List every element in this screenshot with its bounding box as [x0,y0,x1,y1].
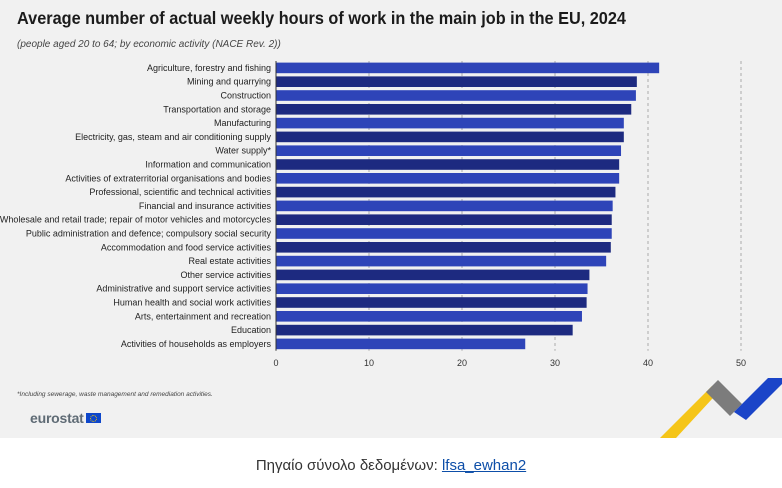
bar [276,62,660,74]
source-line: Πηγαίο σύνολο δεδομένων: lfsa_ewhan2 [0,457,782,474]
category-label: Transportation and storage [163,104,271,114]
bar [276,311,582,322]
bar [276,214,612,225]
logo-text: eurostat [30,410,84,426]
bar [276,173,620,184]
bar [276,228,612,239]
bar [276,186,616,198]
bar [276,324,573,336]
bar [276,90,636,101]
category-label: Accommodation and food service activitie… [101,242,272,252]
chart-title: Average number of actual weekly hours of… [17,8,626,28]
category-label: Arts, entertainment and recreation [135,311,271,321]
grey-chevron-shape [706,380,742,416]
x-tick-label: 20 [457,358,467,368]
bar [276,145,622,156]
category-label: Public administration and defence; compu… [26,229,272,239]
category-label: Agriculture, forestry and fishing [147,63,271,73]
bar [276,338,526,350]
bar [276,104,632,115]
bar [276,283,588,294]
category-label: Professional, scientific and technical a… [89,187,271,197]
bar [276,297,587,308]
eurostat-logo: eurostat [30,410,101,426]
category-label: Education [231,325,271,335]
category-label: Mining and quarrying [187,77,271,87]
bar [276,117,624,129]
category-label: Other service activities [180,270,271,280]
category-label: Manufacturing [214,118,271,128]
eurostat-chevron-decoration [660,378,782,438]
category-label: Water supply* [215,146,271,156]
bar [276,200,613,212]
category-label: Activities of households as employers [121,339,272,349]
category-label: Information and communication [145,160,271,170]
eu-flag-icon [85,413,101,423]
x-tick-label: 50 [736,358,746,368]
category-label: Activities of extraterritorial organisat… [65,173,271,183]
bar [276,242,611,253]
category-label: Financial and insurance activities [139,201,272,211]
bar [276,269,590,281]
x-tick-label: 40 [643,358,653,368]
yellow-chevron-shape [660,386,724,438]
bar-chart: Agriculture, forestry and fishing Mining … [0,61,746,368]
category-label: Electricity, gas, steam and air conditio… [75,132,271,142]
category-label: Real estate activities [188,256,271,266]
category-label: Administrative and support service activ… [96,284,271,294]
x-tick-label: 30 [550,358,560,368]
chart-panel: Average number of actual weekly hours of… [0,0,782,438]
chart-footnote: *Including sewerage, waste management an… [17,391,213,398]
chart-subtitle: (people aged 20 to 64; by economic activ… [17,39,281,50]
dataset-link[interactable]: lfsa_ewhan2 [441,457,527,474]
bar [276,76,637,87]
category-label: Construction [220,91,271,101]
bar [276,131,624,143]
blue-chevron-shape [734,378,782,420]
bar [276,159,620,170]
category-label: Wholesale and retail trade; repair of mo… [0,215,272,225]
bar [276,255,607,267]
source-label: Πηγαίο σύνολο δεδομένων: [255,457,438,474]
x-tick-label: 0 [273,358,278,368]
x-tick-label: 10 [364,358,374,368]
category-label: Human health and social work activities [113,298,271,308]
